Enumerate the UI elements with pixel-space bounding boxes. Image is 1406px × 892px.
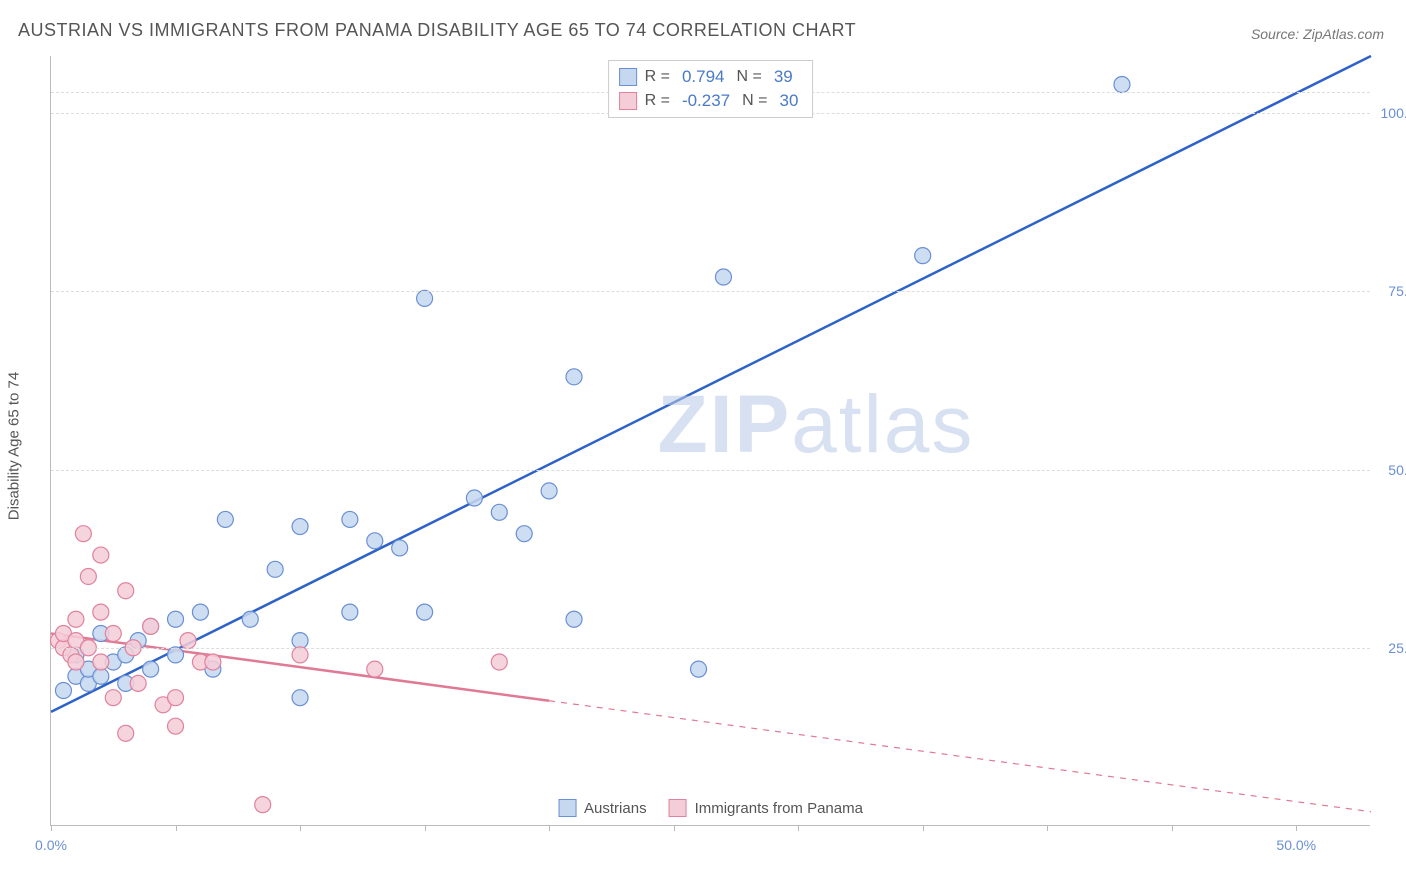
swatch-panama-icon	[669, 799, 687, 817]
plot-area: ZIPatlas R = 0.794 N = 39 R = -0.237 N =…	[50, 56, 1370, 826]
legend-label-austrians: Austrians	[584, 800, 647, 817]
legend-item-austrians: Austrians	[558, 799, 647, 817]
swatch-panama	[619, 92, 637, 110]
correlation-legend: R = 0.794 N = 39 R = -0.237 N = 30	[608, 60, 814, 118]
x-tick-label: 50.0%	[1276, 837, 1316, 853]
y-tick-label: 100.0%	[1381, 105, 1406, 121]
source-attribution: Source: ZipAtlas.com	[1251, 26, 1384, 42]
y-tick-label: 25.0%	[1388, 640, 1406, 656]
chart-title: AUSTRIAN VS IMMIGRANTS FROM PANAMA DISAB…	[18, 20, 856, 41]
y-tick-label: 75.0%	[1388, 283, 1406, 299]
swatch-austrians	[619, 68, 637, 86]
swatch-austrians-icon	[558, 799, 576, 817]
y-axis-label: Disability Age 65 to 74	[6, 372, 23, 520]
series-legend: Austrians Immigrants from Panama	[558, 799, 863, 817]
legend-item-panama: Immigrants from Panama	[669, 799, 863, 817]
legend-row-austrians: R = 0.794 N = 39	[619, 65, 803, 89]
y-tick-label: 50.0%	[1388, 462, 1406, 478]
chart-container: AUSTRIAN VS IMMIGRANTS FROM PANAMA DISAB…	[0, 0, 1406, 892]
chart-svg	[51, 56, 1370, 825]
legend-label-panama: Immigrants from Panama	[695, 800, 863, 817]
legend-row-panama: R = -0.237 N = 30	[619, 89, 803, 113]
x-tick-label: 0.0%	[35, 837, 67, 853]
